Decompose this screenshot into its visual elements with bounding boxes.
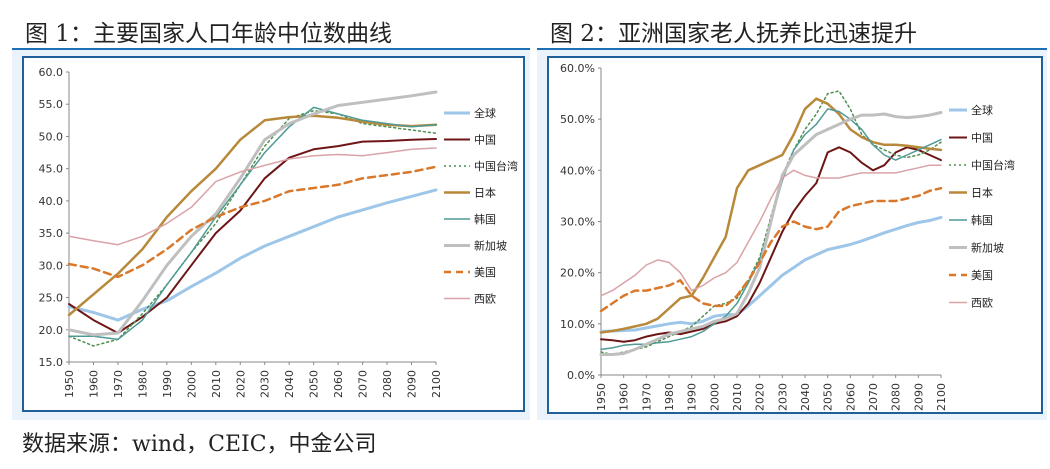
figure1-title: 图 1：主要国家人口年龄中位数曲线: [25, 21, 392, 47]
y-tick-label: 35.0: [39, 227, 64, 240]
y-tick-label: 45.0: [39, 163, 64, 176]
series-line-0: [67, 188, 438, 322]
y-tick-label: 40.0: [39, 195, 64, 208]
x-tick-label: 2080: [890, 383, 903, 411]
x-tick-label: 1950: [63, 370, 76, 398]
x-tick-label: 2030: [776, 383, 789, 411]
y-tick-label: 55.0: [39, 98, 64, 111]
legend-label-2: 中国台湾: [474, 159, 518, 173]
x-tick-label: 1970: [640, 383, 653, 411]
series-line-0: [599, 215, 943, 333]
series-line-7: [68, 147, 437, 246]
legend-label-3: 日本: [474, 186, 496, 200]
x-tick-label: 1950: [595, 383, 608, 411]
y-tick-label: 40.0%: [560, 164, 595, 177]
x-tick-label: 2050: [822, 383, 835, 411]
series-line-3: [67, 114, 438, 317]
y-tick-label: 20.0: [39, 324, 64, 337]
x-tick-label: 1990: [686, 383, 699, 411]
x-tick-label: 2020: [754, 383, 767, 411]
series-line-5: [599, 111, 943, 356]
x-tick-label: 2060: [844, 383, 857, 411]
x-tick-label: 2100: [935, 383, 948, 411]
legend-label-0: 全球: [971, 103, 993, 117]
data-source-note: 数据来源：wind，CEIC，中金公司: [22, 432, 377, 457]
x-tick-label: 2070: [867, 383, 880, 411]
series-line-6: [599, 186, 943, 313]
x-tick-label: 1960: [618, 383, 631, 411]
legend-label-0: 全球: [474, 106, 496, 120]
y-tick-label: 50.0%: [560, 113, 595, 126]
series-line-1: [600, 146, 942, 343]
legend-label-3: 日本: [971, 186, 993, 200]
legend-label-4: 韩国: [474, 212, 496, 226]
figure2-title-rule: [537, 48, 1047, 50]
series-line-3: [599, 97, 943, 334]
y-tick-label: 10.0%: [560, 318, 595, 331]
x-tick-label: 1970: [112, 370, 125, 398]
series-line-4: [68, 106, 437, 341]
y-tick-label: 60.0%: [560, 62, 595, 75]
legend-label-5: 新加坡: [971, 241, 1004, 255]
x-tick-label: 2080: [381, 370, 394, 398]
chart2-frame: 0.0% 10.0% 20.0% 30.0% 40.0% 50.0% 60.0% 1950 19…: [547, 56, 1043, 414]
x-tick-label: 1980: [663, 383, 676, 411]
x-tick-label: 2040: [283, 370, 296, 398]
legend-label-7: 西欧: [971, 297, 993, 310]
figure1-title-rule: [12, 48, 530, 50]
x-tick-label: 2000: [185, 370, 198, 398]
legend-label-6: 美国: [971, 269, 993, 282]
legend-label-4: 韩国: [971, 213, 993, 227]
old-age-dependency-chart: 0.0% 10.0% 20.0% 30.0% 40.0% 50.0% 60.0% 1950 19…: [560, 62, 1015, 411]
x-tick-label: 2030: [259, 370, 272, 398]
x-tick-label: 2010: [210, 370, 223, 398]
figure2-title: 图 2：亚洲国家老人抚养比迅速提升: [550, 21, 917, 47]
y-tick-label: 30.0: [39, 259, 64, 272]
median-age-chart: 15.0 20.0 25.0 30.0 35.0 40.0 45.0 50.0 55.0 60.0…: [39, 66, 519, 398]
x-tick-label: 1960: [87, 370, 100, 398]
y-tick-label: 60.0: [39, 66, 64, 79]
y-tick-label: 20.0%: [560, 267, 595, 280]
x-tick-label: 2040: [799, 383, 812, 411]
legend-label-2: 中国台湾: [971, 158, 1015, 172]
y-tick-label: 30.0%: [560, 216, 595, 229]
legend-label-1: 中国: [474, 134, 496, 147]
series-line-6: [67, 165, 438, 279]
series-line-5: [67, 90, 438, 337]
y-tick-label: 0.0%: [567, 369, 595, 382]
x-tick-label: 2100: [430, 370, 443, 398]
legend-label-5: 新加坡: [474, 239, 507, 253]
series-line-7: [600, 164, 942, 297]
x-tick-label: 1990: [161, 370, 174, 398]
x-tick-label: 1980: [136, 370, 149, 398]
x-tick-label: 2010: [731, 383, 744, 411]
chart1-frame: 15.0 20.0 25.0 30.0 35.0 40.0 45.0 50.0 55.0 60.0…: [22, 56, 525, 412]
x-tick-label: 2020: [234, 370, 247, 398]
x-tick-label: 2000: [708, 383, 721, 411]
legend-label-1: 中国: [971, 132, 993, 145]
y-tick-label: 25.0: [39, 292, 64, 305]
y-tick-label: 15.0: [39, 356, 64, 369]
legend-label-7: 西欧: [474, 293, 496, 306]
x-tick-label: 2070: [357, 370, 370, 398]
x-tick-label: 2090: [406, 370, 419, 398]
x-tick-label: 2050: [308, 370, 321, 398]
legend-label-6: 美国: [474, 266, 496, 279]
x-tick-label: 2060: [332, 370, 345, 398]
series-line-1: [68, 138, 437, 334]
series-line-2: [68, 109, 437, 347]
x-tick-label: 2090: [912, 383, 925, 411]
y-tick-label: 50.0: [39, 130, 64, 143]
